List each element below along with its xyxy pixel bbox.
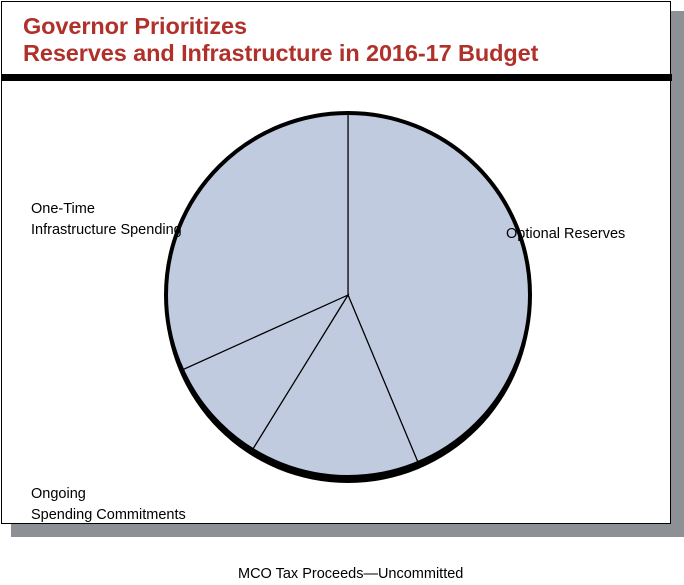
slice-label-one-time-line-2: Infrastructure Spending xyxy=(31,222,182,238)
pie-outer-ring xyxy=(164,111,532,479)
slice-label-optional-reserves: Optional Reserves xyxy=(506,226,626,242)
slice-label-ongoing-line-2: Spending Commitments xyxy=(31,507,186,523)
slice-label-ongoing-line-1: Ongoing xyxy=(31,486,86,502)
slice-label-one-time-infrastructure-spending: One-Time Infrastructure Spending xyxy=(31,199,182,241)
slice-label-mco-tax-proceeds: MCO Tax Proceeds—Uncommitted xyxy=(238,566,464,582)
slice-label-ongoing-spending-commitments: Ongoing Spending Commitments xyxy=(31,484,186,526)
figure-frame: Governor Prioritizes Reserves and Infras… xyxy=(1,1,672,582)
chart-title-line-2: Reserves and Infrastructure in 2016-17 B… xyxy=(23,39,539,66)
chart-title-line-1: Governor Prioritizes xyxy=(23,13,247,39)
chart-title: Governor Prioritizes Reserves and Infras… xyxy=(2,2,672,74)
pie-chart-plot-area: One-Time Infrastructure Spending Optiona… xyxy=(2,81,672,582)
title-underline-rule xyxy=(2,74,672,81)
pie-chart-graphic xyxy=(164,111,532,483)
slice-label-one-time-line-1: One-Time xyxy=(31,201,95,217)
